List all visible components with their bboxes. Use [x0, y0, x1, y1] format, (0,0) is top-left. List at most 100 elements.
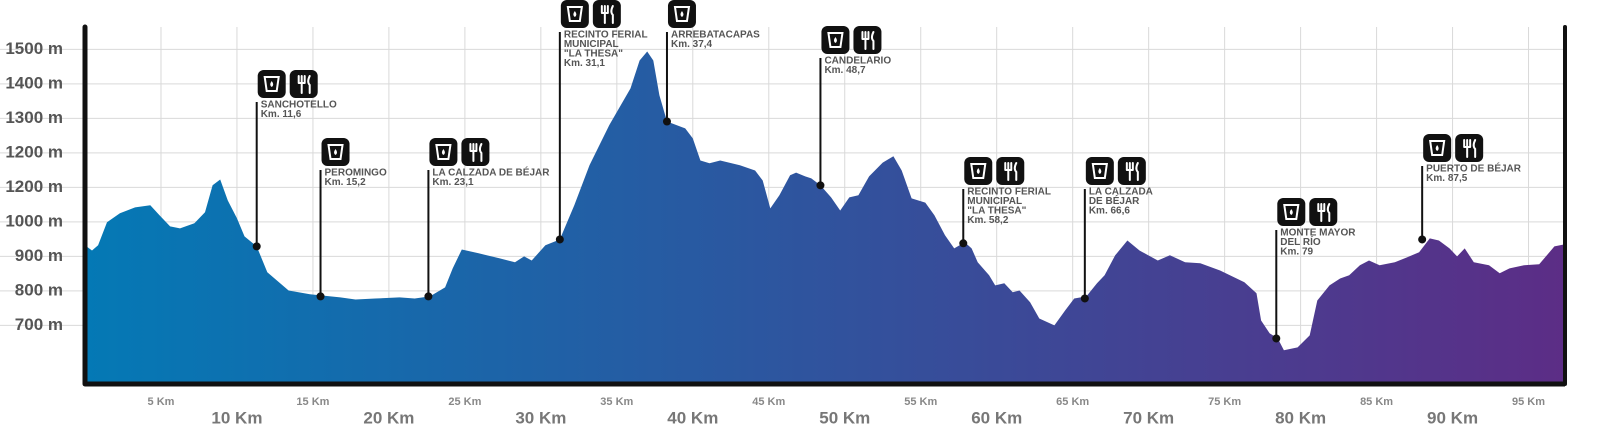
waypoint-km: Km. 15,2: [325, 177, 367, 188]
waypoint-km: Km. 11,6: [261, 109, 302, 120]
icon-glyph: [970, 163, 987, 179]
waypoint-dot: [252, 242, 261, 251]
icon-glyph: [1004, 162, 1018, 181]
icon-glyph: [263, 76, 280, 92]
waypoint-name: LA CALZADA DE BÉJAR: [432, 166, 550, 179]
x-tick-label: 10 Km: [211, 408, 262, 427]
icon-glyph: [566, 6, 583, 22]
icon-glyph: [833, 37, 837, 43]
x-tick-label-minor: 55 Km: [904, 396, 937, 408]
icon-glyph: [1463, 139, 1477, 158]
waypoint-name: DE BÉJAR: [1089, 194, 1140, 207]
waypoint-dot: [555, 235, 564, 244]
icon-glyph: [469, 143, 483, 162]
icon-glyph: [1091, 163, 1108, 179]
x-tick-label-minor: 45 Km: [752, 396, 785, 408]
y-tick-label: 1000 m: [5, 211, 63, 230]
waypoint-name: DEL RÍO: [1280, 235, 1321, 248]
waypoint-km: Km. 48,7: [824, 65, 866, 76]
waypoint-dot: [1080, 294, 1089, 303]
x-tick-label-minor: 15 Km: [296, 396, 329, 408]
waypoint-name: PUERTO DE BÉJAR: [1426, 162, 1522, 175]
waypoint-dot: [424, 292, 433, 301]
waypoint-name: PEROMINGO: [325, 168, 387, 179]
waypoint-km: Km. 79: [1280, 247, 1313, 258]
elevation-area: [85, 51, 1565, 384]
waypoint-km: Km. 31,1: [564, 58, 606, 69]
y-tick-label: 800 m: [15, 280, 63, 299]
icon-glyph: [1125, 162, 1139, 181]
icon-glyph: [680, 11, 684, 17]
x-tick-label: 70 Km: [1123, 408, 1174, 427]
icon-glyph: [1289, 209, 1293, 215]
icon-glyph: [1283, 204, 1300, 220]
plot: [85, 51, 1565, 384]
waypoint-name: MUNICIPAL: [564, 39, 619, 50]
y-tick-label: 1500 m: [5, 39, 63, 58]
waypoint-name: MUNICIPAL: [967, 196, 1022, 207]
waypoint-name: MONTE MAYOR: [1280, 228, 1356, 239]
icon-glyph: [435, 144, 452, 160]
waypoint-dot: [816, 181, 825, 190]
waypoint-name: RECINTO FERIAL: [564, 30, 648, 41]
icon-glyph: [1098, 168, 1102, 174]
x-tick-label: 30 Km: [515, 408, 566, 427]
waypoint-km: Km. 58,2: [967, 215, 1009, 226]
waypoint-km: Km. 87,5: [1426, 173, 1468, 184]
axes: 1500 m 1400 m 1300 m 1200 m 1200 m 1000 m 900 …: [5, 24, 1567, 427]
waypoint-dot: [316, 292, 325, 301]
icon-glyph: [573, 11, 577, 17]
y-tick-label: 1300 m: [5, 108, 63, 127]
icon-glyph: [600, 5, 614, 24]
icon-glyph: [827, 32, 844, 48]
x-tick-label-minor: 35 Km: [600, 396, 633, 408]
waypoint-km: Km. 37,4: [671, 39, 713, 50]
icon-glyph: [270, 81, 274, 87]
waypoint-name: RECINTO FERIAL: [967, 187, 1051, 198]
icon-glyph: [976, 168, 980, 174]
waypoint-name: "LA THESA": [564, 49, 623, 60]
x-tick-label-minor: 75 Km: [1208, 396, 1241, 408]
x-tick-label: 40 Km: [667, 408, 718, 427]
y-tick-label: 1200 m: [5, 177, 63, 196]
waypoint-dot: [959, 239, 968, 248]
y-tick-label: 1400 m: [5, 73, 63, 92]
x-tick-label-minor: 95 Km: [1512, 396, 1545, 408]
y-tick-label: 900 m: [15, 246, 63, 265]
icon-glyph: [334, 149, 338, 155]
x-tick-label: 50 Km: [819, 408, 870, 427]
icon-glyph: [1435, 145, 1439, 151]
x-tick-label-minor: 5 Km: [148, 396, 175, 408]
icon-glyph: [861, 31, 875, 50]
icon-glyph: [673, 6, 691, 22]
y-tick-label: 700 m: [15, 315, 63, 334]
waypoint-name: CANDELARIO: [824, 56, 891, 67]
waypoint-dot: [662, 117, 671, 126]
icon-glyph: [297, 75, 311, 94]
icon-glyph: [1429, 140, 1446, 156]
waypoint-km: Km. 66,6: [1089, 206, 1131, 217]
icon-glyph: [441, 149, 445, 155]
waypoint-name: SANCHOTELLO: [261, 100, 337, 111]
icon-glyph: [327, 144, 344, 160]
x-tick-label: 80 Km: [1275, 408, 1326, 427]
x-tick-label: 20 Km: [363, 408, 414, 427]
y-tick-label: 1200 m: [5, 142, 63, 161]
x-tick-label-minor: 65 Km: [1056, 396, 1089, 408]
x-tick-label: 60 Km: [971, 408, 1022, 427]
waypoint-km: Km. 23,1: [432, 177, 474, 188]
waypoint-dot: [1272, 334, 1281, 343]
